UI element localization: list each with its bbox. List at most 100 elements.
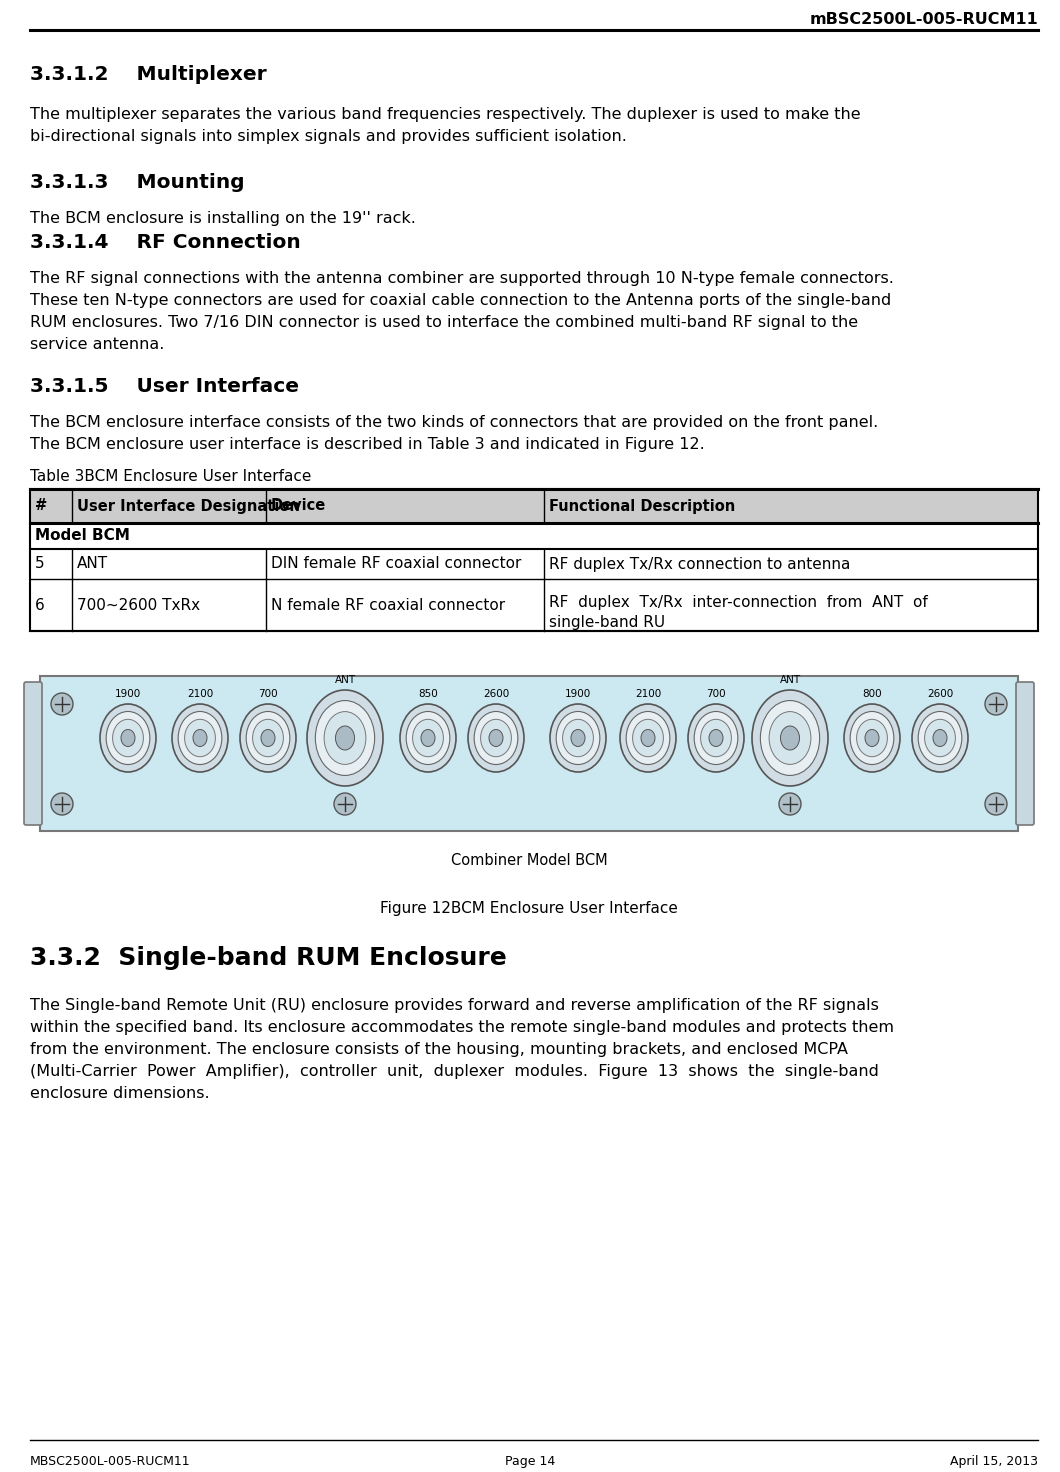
Ellipse shape (316, 701, 374, 776)
Ellipse shape (641, 730, 655, 746)
Ellipse shape (406, 711, 449, 764)
Circle shape (985, 693, 1007, 715)
Text: April 15, 2013: April 15, 2013 (950, 1454, 1038, 1468)
Ellipse shape (184, 720, 215, 757)
Ellipse shape (563, 720, 594, 757)
Ellipse shape (752, 690, 828, 786)
Ellipse shape (246, 711, 289, 764)
Text: Combiner Model BCM: Combiner Model BCM (450, 852, 607, 868)
Ellipse shape (193, 730, 207, 746)
Text: 2100: 2100 (635, 689, 661, 699)
Bar (40, 676, 1018, 832)
Text: Page 14: Page 14 (505, 1454, 555, 1468)
Ellipse shape (760, 701, 819, 776)
Text: These ten N-type connectors are used for coaxial cable connection to the Antenna: These ten N-type connectors are used for… (30, 293, 891, 308)
Ellipse shape (633, 720, 664, 757)
Ellipse shape (709, 730, 723, 746)
Ellipse shape (252, 720, 283, 757)
Ellipse shape (106, 711, 149, 764)
Text: Figure 12BCM Enclosure User Interface: Figure 12BCM Enclosure User Interface (381, 901, 678, 916)
Text: (Multi-Carrier  Power  Amplifier),  controller  unit,  duplexer  modules.  Figur: (Multi-Carrier Power Amplifier), control… (30, 1064, 879, 1079)
Text: 700~2600 TxRx: 700~2600 TxRx (77, 598, 200, 612)
Ellipse shape (480, 720, 511, 757)
Ellipse shape (850, 711, 894, 764)
Text: from the environment. The enclosure consists of the housing, mounting brackets, : from the environment. The enclosure cons… (30, 1042, 848, 1057)
Text: User Interface Designation: User Interface Designation (77, 499, 300, 514)
Text: RF  duplex  Tx/Rx  inter-connection  from  ANT  of: RF duplex Tx/Rx inter-connection from AN… (549, 595, 928, 609)
Text: Table 3BCM Enclosure User Interface: Table 3BCM Enclosure User Interface (30, 470, 312, 484)
Ellipse shape (865, 730, 879, 746)
Text: #: # (35, 499, 48, 514)
Ellipse shape (626, 711, 670, 764)
Ellipse shape (924, 720, 955, 757)
Text: 2100: 2100 (187, 689, 213, 699)
Text: MBSC2500L-005-RUCM11: MBSC2500L-005-RUCM11 (30, 1454, 191, 1468)
Text: 700: 700 (259, 689, 278, 699)
Ellipse shape (620, 704, 676, 771)
Ellipse shape (688, 704, 744, 771)
Text: RUM enclosures. Two 7/16 DIN connector is used to interface the combined multi-b: RUM enclosures. Two 7/16 DIN connector i… (30, 315, 859, 330)
Ellipse shape (240, 704, 296, 771)
Text: The multiplexer separates the various band frequencies respectively. The duplexe: The multiplexer separates the various ba… (30, 107, 861, 122)
Ellipse shape (112, 720, 143, 757)
Text: 6: 6 (35, 598, 45, 612)
Ellipse shape (421, 730, 435, 746)
Ellipse shape (261, 730, 275, 746)
Text: Model BCM: Model BCM (35, 528, 130, 543)
Text: 1900: 1900 (114, 689, 141, 699)
FancyBboxPatch shape (1015, 682, 1034, 824)
Text: 2600: 2600 (926, 689, 953, 699)
Text: 3.3.1.2    Multiplexer: 3.3.1.2 Multiplexer (30, 65, 267, 84)
Ellipse shape (694, 711, 738, 764)
Ellipse shape (307, 690, 383, 786)
Ellipse shape (856, 720, 887, 757)
Ellipse shape (770, 711, 811, 764)
Ellipse shape (556, 711, 600, 764)
Text: single-band RU: single-band RU (549, 615, 665, 630)
Text: The BCM enclosure user interface is described in Table 3 and indicated in Figure: The BCM enclosure user interface is desc… (30, 437, 705, 452)
Circle shape (51, 693, 73, 715)
Ellipse shape (172, 704, 228, 771)
Ellipse shape (489, 730, 504, 746)
Ellipse shape (400, 704, 456, 771)
Text: N female RF coaxial connector: N female RF coaxial connector (271, 598, 506, 612)
Ellipse shape (701, 720, 731, 757)
Circle shape (51, 793, 73, 815)
Text: The BCM enclosure interface consists of the two kinds of connectors that are pro: The BCM enclosure interface consists of … (30, 415, 879, 430)
Text: service antenna.: service antenna. (30, 337, 164, 352)
Circle shape (985, 793, 1007, 815)
Ellipse shape (918, 711, 961, 764)
Text: 3.3.1.3    Mounting: 3.3.1.3 Mounting (30, 174, 245, 191)
Ellipse shape (780, 726, 799, 751)
Ellipse shape (550, 704, 606, 771)
Text: ANT: ANT (77, 556, 108, 571)
Text: 850: 850 (418, 689, 438, 699)
Ellipse shape (412, 720, 443, 757)
Ellipse shape (469, 704, 524, 771)
Ellipse shape (844, 704, 900, 771)
Ellipse shape (336, 726, 354, 751)
Text: The RF signal connections with the antenna combiner are supported through 10 N-t: The RF signal connections with the anten… (30, 271, 894, 286)
Ellipse shape (121, 730, 135, 746)
Text: ANT: ANT (779, 676, 800, 684)
Text: The BCM enclosure is installing on the 19'' rack.: The BCM enclosure is installing on the 1… (30, 210, 416, 227)
Text: within the specified band. Its enclosure accommodates the remote single-band mod: within the specified band. Its enclosure… (30, 1020, 894, 1035)
Bar (30, 489, 1038, 631)
Text: enclosure dimensions.: enclosure dimensions. (30, 1086, 210, 1101)
Text: 800: 800 (862, 689, 882, 699)
Text: mBSC2500L-005-RUCM11: mBSC2500L-005-RUCM11 (809, 12, 1038, 26)
Text: 5: 5 (35, 556, 45, 571)
Text: RF duplex Tx/Rx connection to antenna: RF duplex Tx/Rx connection to antenna (549, 556, 850, 571)
Text: 2600: 2600 (483, 689, 509, 699)
Text: ANT: ANT (335, 676, 355, 684)
Text: The Single-band Remote Unit (RU) enclosure provides forward and reverse amplific: The Single-band Remote Unit (RU) enclosu… (30, 998, 879, 1013)
Text: Functional Description: Functional Description (549, 499, 736, 514)
Ellipse shape (324, 711, 366, 764)
Text: DIN female RF coaxial connector: DIN female RF coaxial connector (271, 556, 522, 571)
Text: Device: Device (271, 499, 326, 514)
Ellipse shape (933, 730, 947, 746)
Ellipse shape (571, 730, 585, 746)
Ellipse shape (100, 704, 156, 771)
Circle shape (779, 793, 801, 815)
Circle shape (334, 793, 356, 815)
